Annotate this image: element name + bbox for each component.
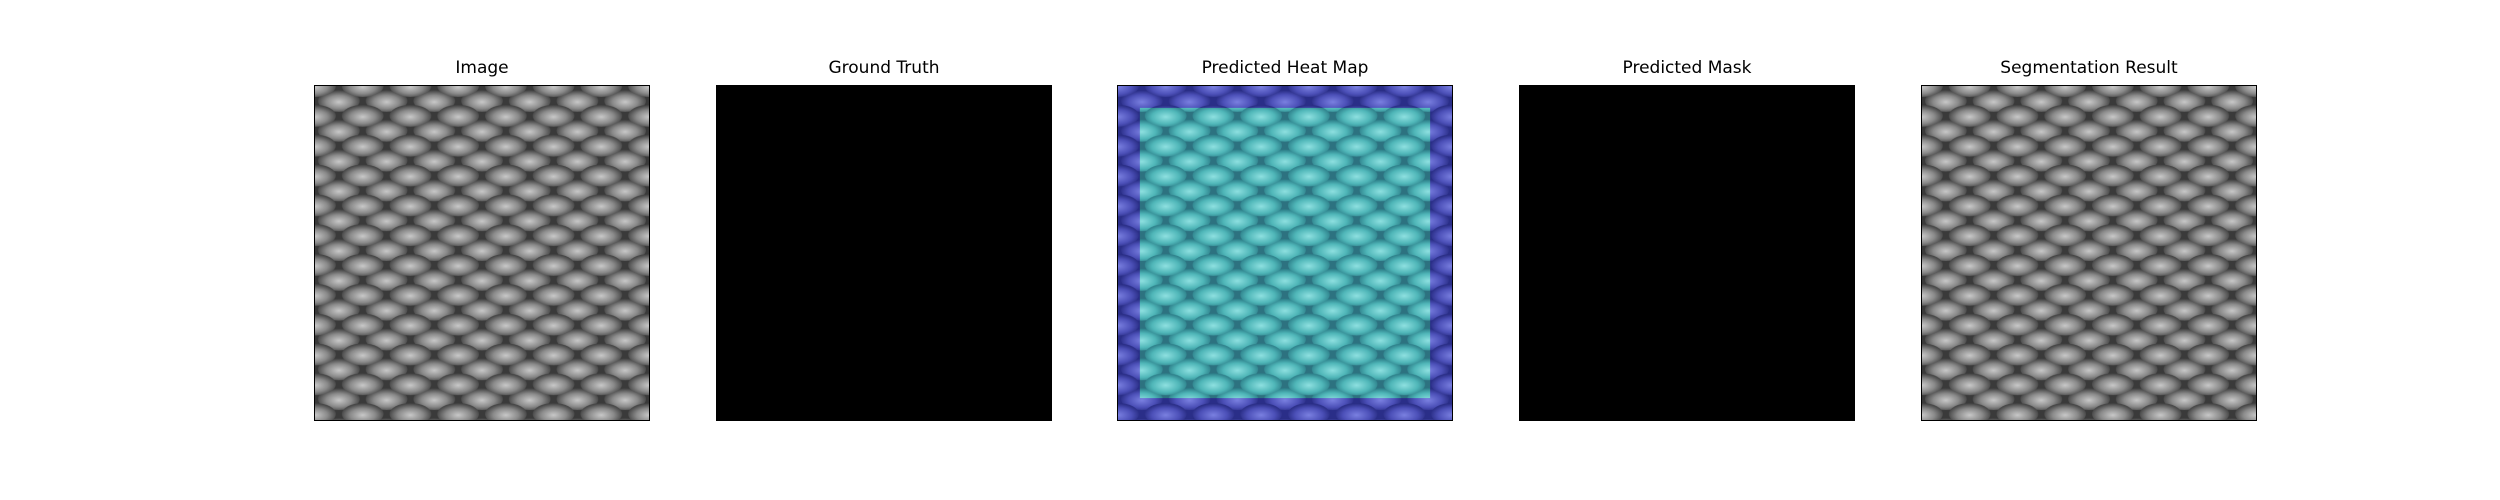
- ground-truth-panel: [716, 85, 1052, 421]
- heat-map-panel: [1117, 85, 1453, 421]
- panel-title-image: Image: [455, 58, 509, 78]
- texture-image: [315, 86, 649, 420]
- panel-title-heat-map: Predicted Heat Map: [1201, 58, 1369, 78]
- panel-title-segmentation-result: Segmentation Result: [2000, 58, 2178, 78]
- heat-map-image: [1118, 86, 1452, 420]
- predicted-mask-panel: [1519, 85, 1855, 421]
- panel-title-ground-truth: Ground Truth: [828, 58, 940, 78]
- segmentation-result-panel: [1921, 85, 2257, 421]
- panel-title-predicted-mask: Predicted Mask: [1622, 58, 1752, 78]
- segmentation-image: [1922, 86, 2256, 420]
- image-panel: [314, 85, 650, 421]
